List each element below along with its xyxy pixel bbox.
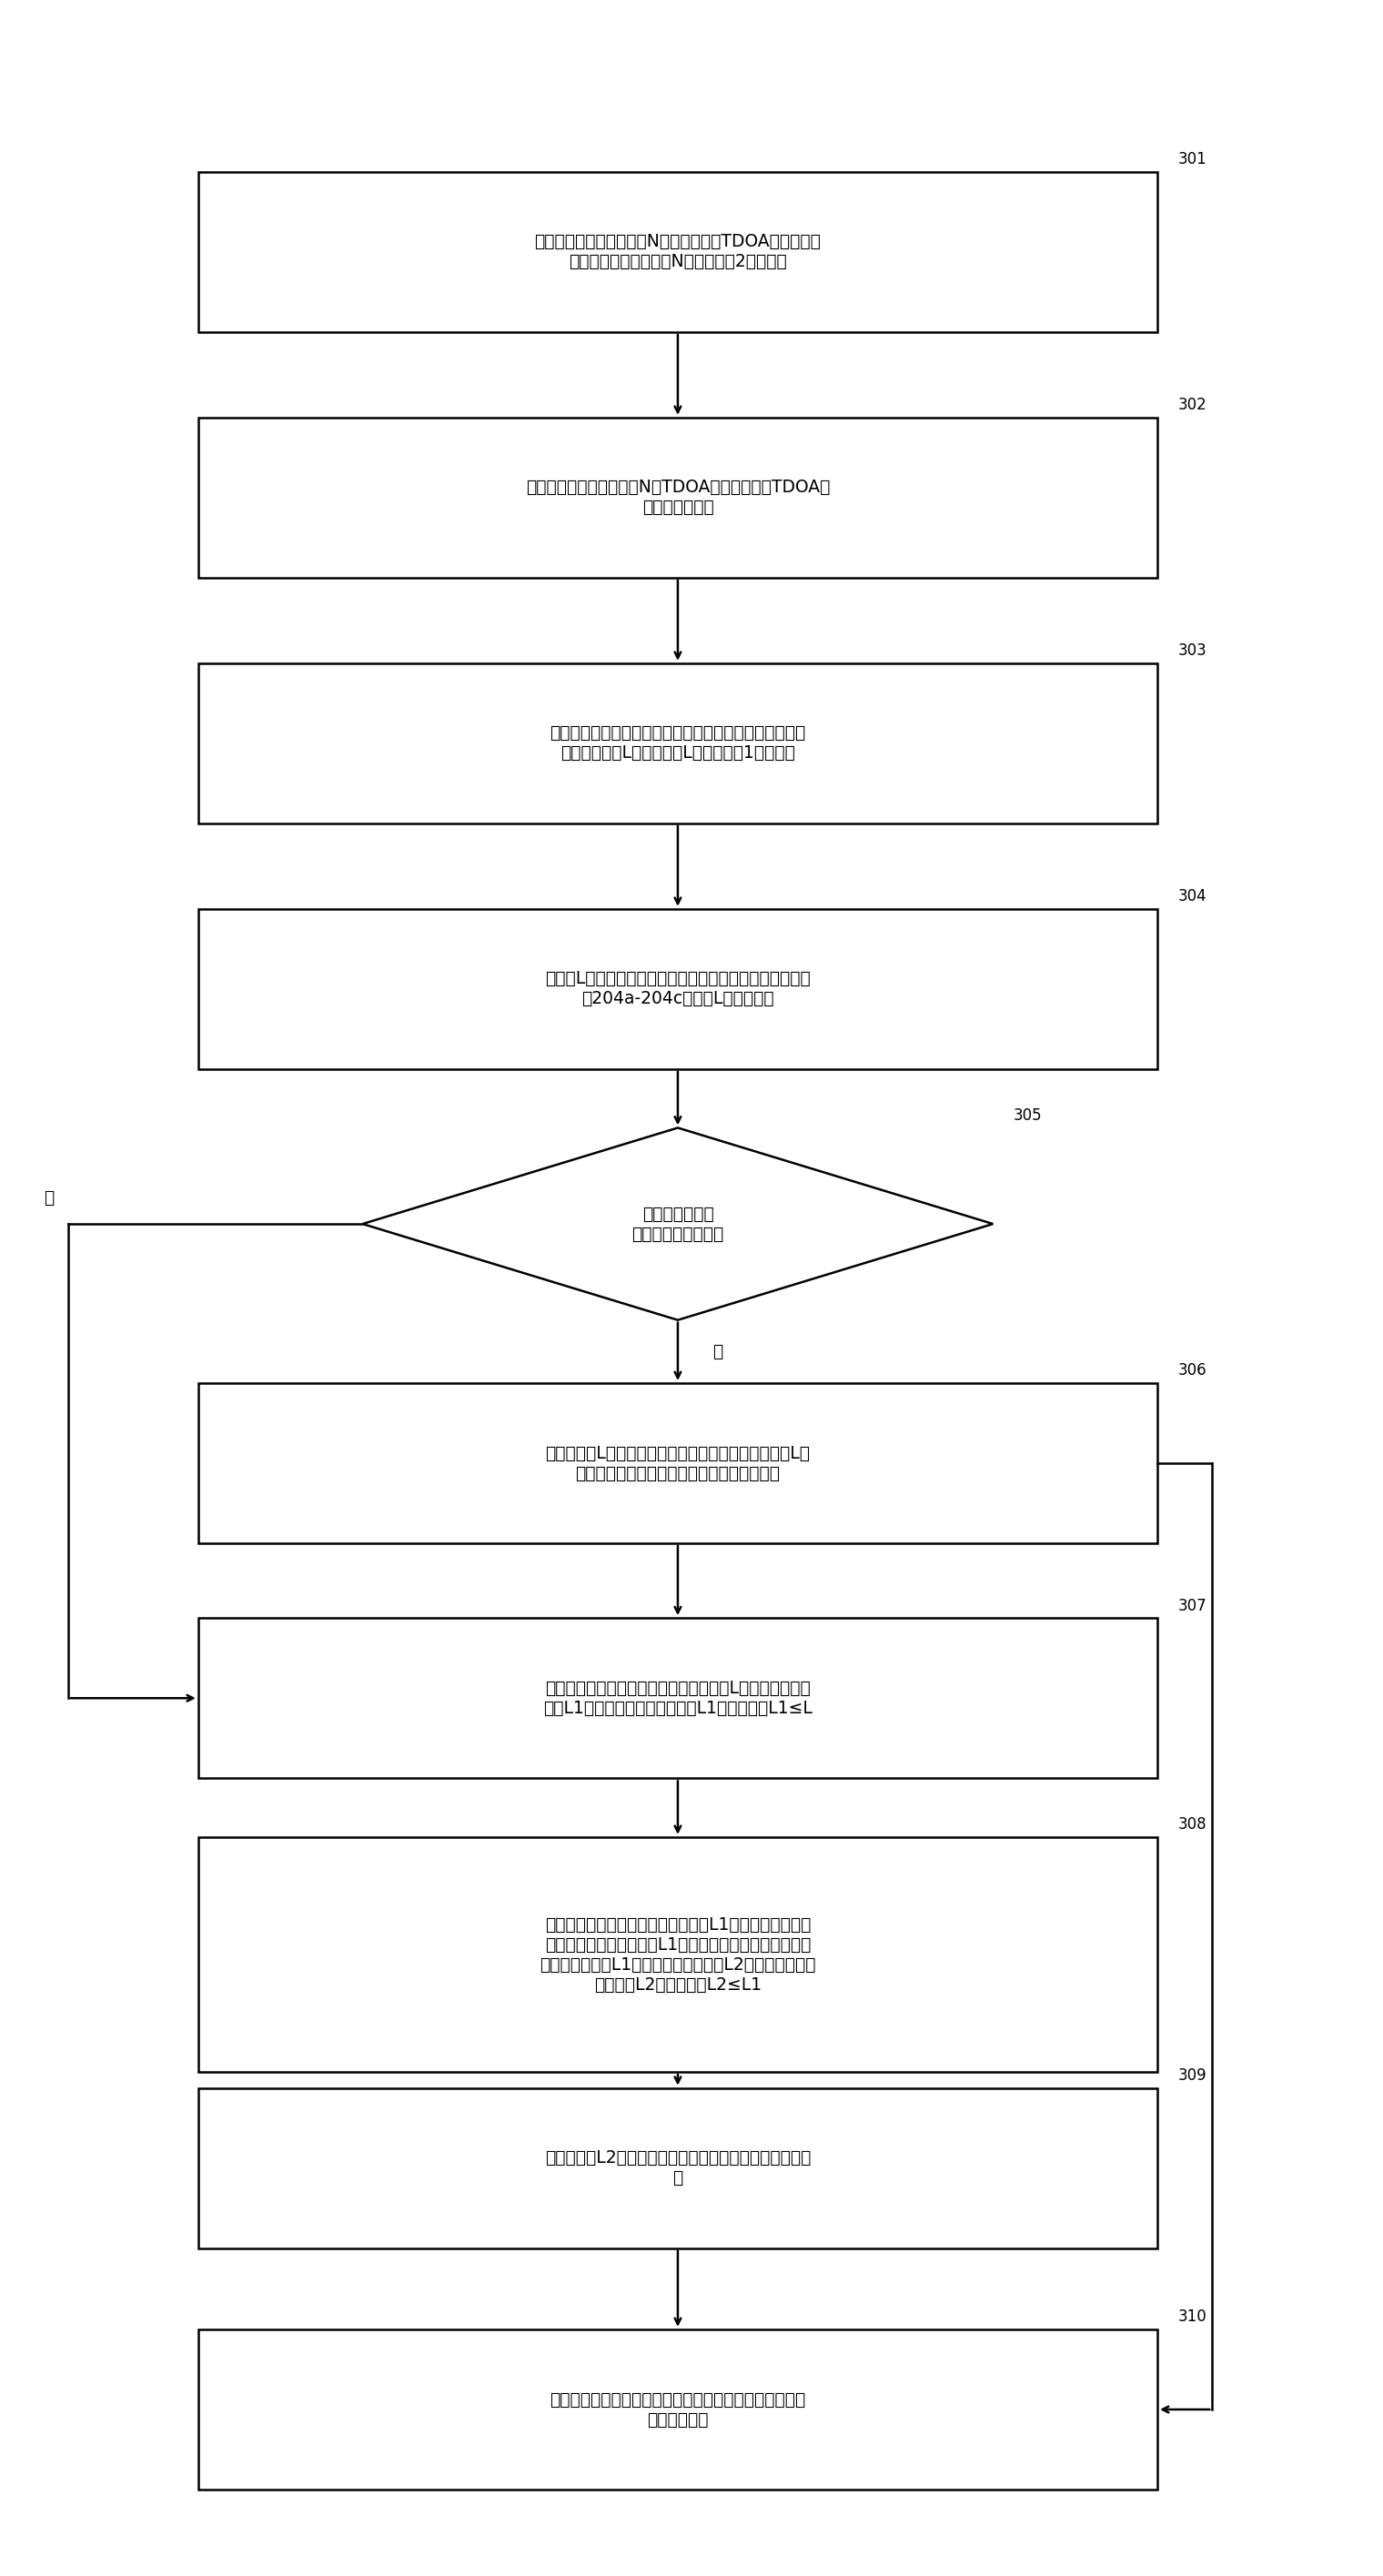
Text: 否: 否 <box>44 1190 54 1206</box>
Text: 307: 307 <box>1178 1597 1207 1613</box>
Text: 301: 301 <box>1178 152 1207 167</box>
Text: 分别将L个标较点中的每一个标较点作为当前标较点执行步
骤204a-204c，得到L个欧式距离: 分别将L个标较点中的每一个标较点作为当前标较点执行步 骤204a-204c，得到… <box>545 971 810 1007</box>
Text: 移动终端在L个欧式距离中选出最小的欧式距离，并在L个
标较点中选取该最小的欧式距离对应的标较点: 移动终端在L个欧式距离中选出最小的欧式距离，并在L个 标较点中选取该最小的欧式距… <box>545 1445 810 1481</box>
Text: 移动终端判断本
次是否是第一次定位: 移动终端判断本 次是否是第一次定位 <box>632 1206 723 1242</box>
Bar <box>198 1618 1158 1777</box>
Text: 移动终端根据信号质量为N个TDOA值中的每一个TDOA值
设置相应的权值: 移动终端根据信号质量为N个TDOA值中的每一个TDOA值 设置相应的权值 <box>526 479 830 515</box>
Text: 移动终端在预先存储的标较点信息中查找与当前位置的区
域信息相同的L个标较点，L为大于等于1的自然数: 移动终端在预先存储的标较点信息中查找与当前位置的区 域信息相同的L个标较点，L为… <box>550 724 806 762</box>
Bar <box>198 909 1158 1069</box>
Text: 304: 304 <box>1178 889 1207 904</box>
Bar <box>198 173 1158 332</box>
Polygon shape <box>362 1128 993 1319</box>
Text: 303: 303 <box>1178 641 1207 659</box>
Bar <box>198 2089 1158 2249</box>
Text: 308: 308 <box>1178 1816 1207 1832</box>
Text: 移动终端获取当前位置的N个达到时间差TDOA值，并获取
当前位置的区域信息，N为大于等于2的自然数: 移动终端获取当前位置的N个达到时间差TDOA值，并获取 当前位置的区域信息，N为… <box>535 234 822 270</box>
Bar <box>198 2329 1158 2488</box>
Text: 移动终端在L2个标较点中选取最小的欧式距离对应的标较
点: 移动终端在L2个标较点中选取最小的欧式距离对应的标较 点 <box>545 2148 810 2187</box>
Text: 310: 310 <box>1178 2308 1207 2326</box>
Text: 309: 309 <box>1178 2069 1207 2084</box>
Bar <box>198 1837 1158 2071</box>
Bar <box>198 662 1158 824</box>
Text: 306: 306 <box>1178 1363 1207 1378</box>
Text: 302: 302 <box>1178 397 1207 412</box>
Bar <box>198 1383 1158 1543</box>
Text: 是: 是 <box>712 1342 722 1360</box>
Text: 移动终端按照欧式距离从小到大的顺序从L个欧式距离中选
取前L1个欧式距离，得到对应的L1个标较点，L1≤L: 移动终端按照欧式距离从小到大的顺序从L个欧式距离中选 取前L1个欧式距离，得到对… <box>544 1680 812 1716</box>
Text: 移动终端获取选取的标较点的位置信息并作为移动终端当
前的位置信息: 移动终端获取选取的标较点的位置信息并作为移动终端当 前的位置信息 <box>550 2391 806 2429</box>
Bar <box>198 417 1158 577</box>
Text: 305: 305 <box>1014 1108 1043 1123</box>
Text: 移动终端计算上次定位的位置信息与L1个标较点中每一个
标较点的物理距离，得到L1个物理距离，按照物理距离从
小到大的顺序从L1个物理距离中选取前L2个物理距离，: 移动终端计算上次定位的位置信息与L1个标较点中每一个 标较点的物理距离，得到L1… <box>539 1917 816 1994</box>
